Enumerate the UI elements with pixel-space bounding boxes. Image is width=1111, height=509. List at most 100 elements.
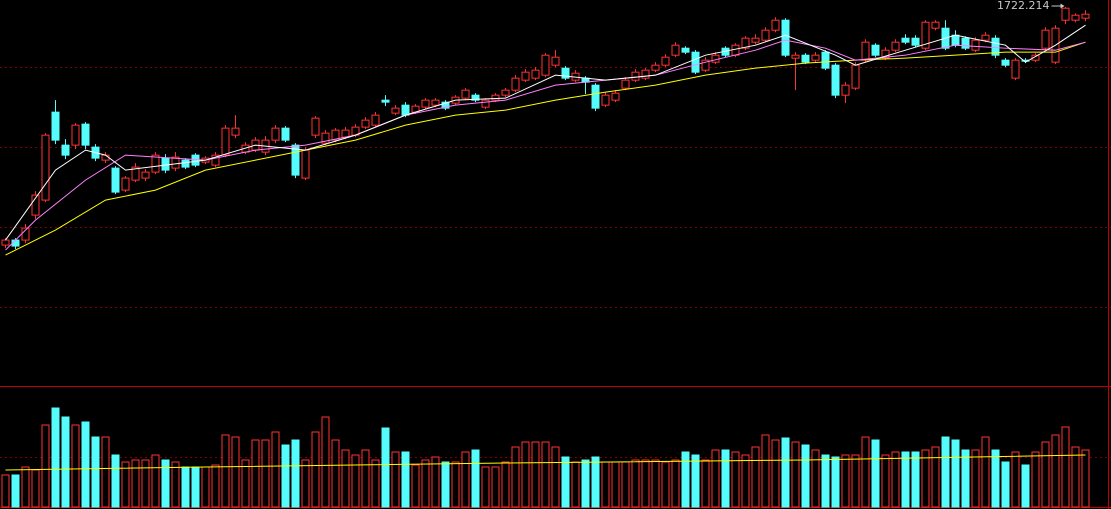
volume-bar bbox=[481, 466, 490, 508]
candle-body bbox=[541, 54, 550, 76]
candle-body bbox=[771, 19, 780, 31]
volume-bar bbox=[61, 416, 70, 508]
volume-bar bbox=[991, 449, 1000, 508]
volume-bar bbox=[271, 431, 280, 508]
volume-bar bbox=[131, 459, 140, 508]
candle-body bbox=[301, 149, 310, 179]
volume-bar bbox=[811, 449, 820, 508]
candle-body bbox=[971, 39, 980, 51]
candle-body bbox=[501, 89, 510, 96]
candle-body bbox=[901, 37, 910, 43]
volume-bar bbox=[711, 449, 720, 508]
volume-bar bbox=[11, 474, 20, 508]
candle-body bbox=[141, 171, 150, 179]
volume-bar bbox=[631, 459, 640, 508]
candle-body bbox=[911, 37, 920, 46]
volume-bar bbox=[291, 439, 300, 508]
volume-bar bbox=[671, 459, 680, 508]
candle-body bbox=[521, 71, 530, 81]
volume-bar bbox=[721, 449, 730, 508]
candle-body bbox=[881, 49, 890, 59]
candle-body bbox=[791, 54, 800, 59]
candle-body bbox=[121, 177, 130, 191]
candle-body bbox=[651, 64, 660, 71]
volume-bar bbox=[471, 449, 480, 508]
candle-body bbox=[31, 194, 40, 216]
candle-body bbox=[461, 89, 470, 99]
candle-body bbox=[381, 99, 390, 103]
volume-bar bbox=[851, 454, 860, 508]
indicator-line bbox=[5, 39, 1086, 251]
volume-bar bbox=[331, 439, 340, 508]
volume-bar bbox=[731, 451, 740, 508]
volume-bar bbox=[861, 436, 870, 508]
volume-bar bbox=[141, 459, 150, 508]
candle-body bbox=[631, 71, 640, 81]
volume-bar bbox=[1081, 449, 1090, 508]
indicator-line bbox=[5, 24, 1086, 241]
candle-body bbox=[331, 129, 340, 141]
candle-body bbox=[291, 144, 300, 176]
volume-bar bbox=[211, 464, 220, 508]
volume-bar bbox=[611, 461, 620, 508]
volume-bar bbox=[371, 459, 380, 508]
volume-bar bbox=[921, 449, 930, 508]
candle-body bbox=[131, 166, 140, 181]
volume-bar bbox=[831, 456, 840, 508]
candle-body bbox=[491, 94, 500, 101]
volume-bar bbox=[461, 451, 470, 508]
candle-body bbox=[151, 154, 160, 173]
candle-body bbox=[921, 21, 930, 49]
candle-body bbox=[1081, 13, 1090, 19]
candle-body bbox=[171, 156, 180, 169]
volume-bar bbox=[501, 461, 510, 508]
candle-body bbox=[601, 94, 610, 106]
volume-bar bbox=[1011, 451, 1020, 508]
volume-bar bbox=[431, 456, 440, 508]
candle-body bbox=[961, 37, 970, 49]
indicator-line bbox=[5, 454, 1086, 471]
volume-bar bbox=[531, 441, 540, 508]
volume-bar bbox=[341, 449, 350, 508]
volume-bar bbox=[401, 451, 410, 508]
candle-body bbox=[531, 69, 540, 79]
volume-bar bbox=[151, 454, 160, 508]
candle-body bbox=[621, 79, 630, 89]
volume-bar bbox=[871, 439, 880, 508]
candle-body bbox=[161, 157, 170, 171]
volume-bar bbox=[981, 436, 990, 508]
candle-body bbox=[591, 84, 600, 109]
candle-body bbox=[891, 41, 900, 51]
volume-bar bbox=[691, 454, 700, 508]
candle-body bbox=[441, 101, 450, 109]
volume-bar bbox=[561, 456, 570, 508]
candle-body bbox=[101, 154, 110, 161]
volume-bar bbox=[791, 441, 800, 508]
candle-body bbox=[471, 94, 480, 101]
volume-bar bbox=[91, 436, 100, 508]
candle-body bbox=[671, 44, 680, 56]
candle-body bbox=[111, 167, 120, 193]
candle-body bbox=[341, 129, 350, 138]
candle-body bbox=[611, 92, 620, 101]
volume-bar bbox=[961, 449, 970, 508]
candle-body bbox=[951, 34, 960, 46]
volume-bar bbox=[681, 451, 690, 508]
volume-bar bbox=[521, 441, 530, 508]
volume-bar bbox=[971, 449, 980, 508]
volume-bar bbox=[221, 434, 230, 508]
candle-body bbox=[861, 41, 870, 61]
volume-bar bbox=[71, 424, 80, 508]
volume-bar bbox=[1051, 434, 1060, 508]
volume-bar bbox=[701, 459, 710, 508]
volume-bar bbox=[951, 439, 960, 508]
candle-body bbox=[1, 239, 10, 246]
volume-bar bbox=[621, 461, 630, 508]
candle-body bbox=[401, 104, 410, 116]
candle-body bbox=[231, 127, 240, 136]
candle-body bbox=[691, 51, 700, 73]
volume-bar bbox=[571, 461, 580, 508]
